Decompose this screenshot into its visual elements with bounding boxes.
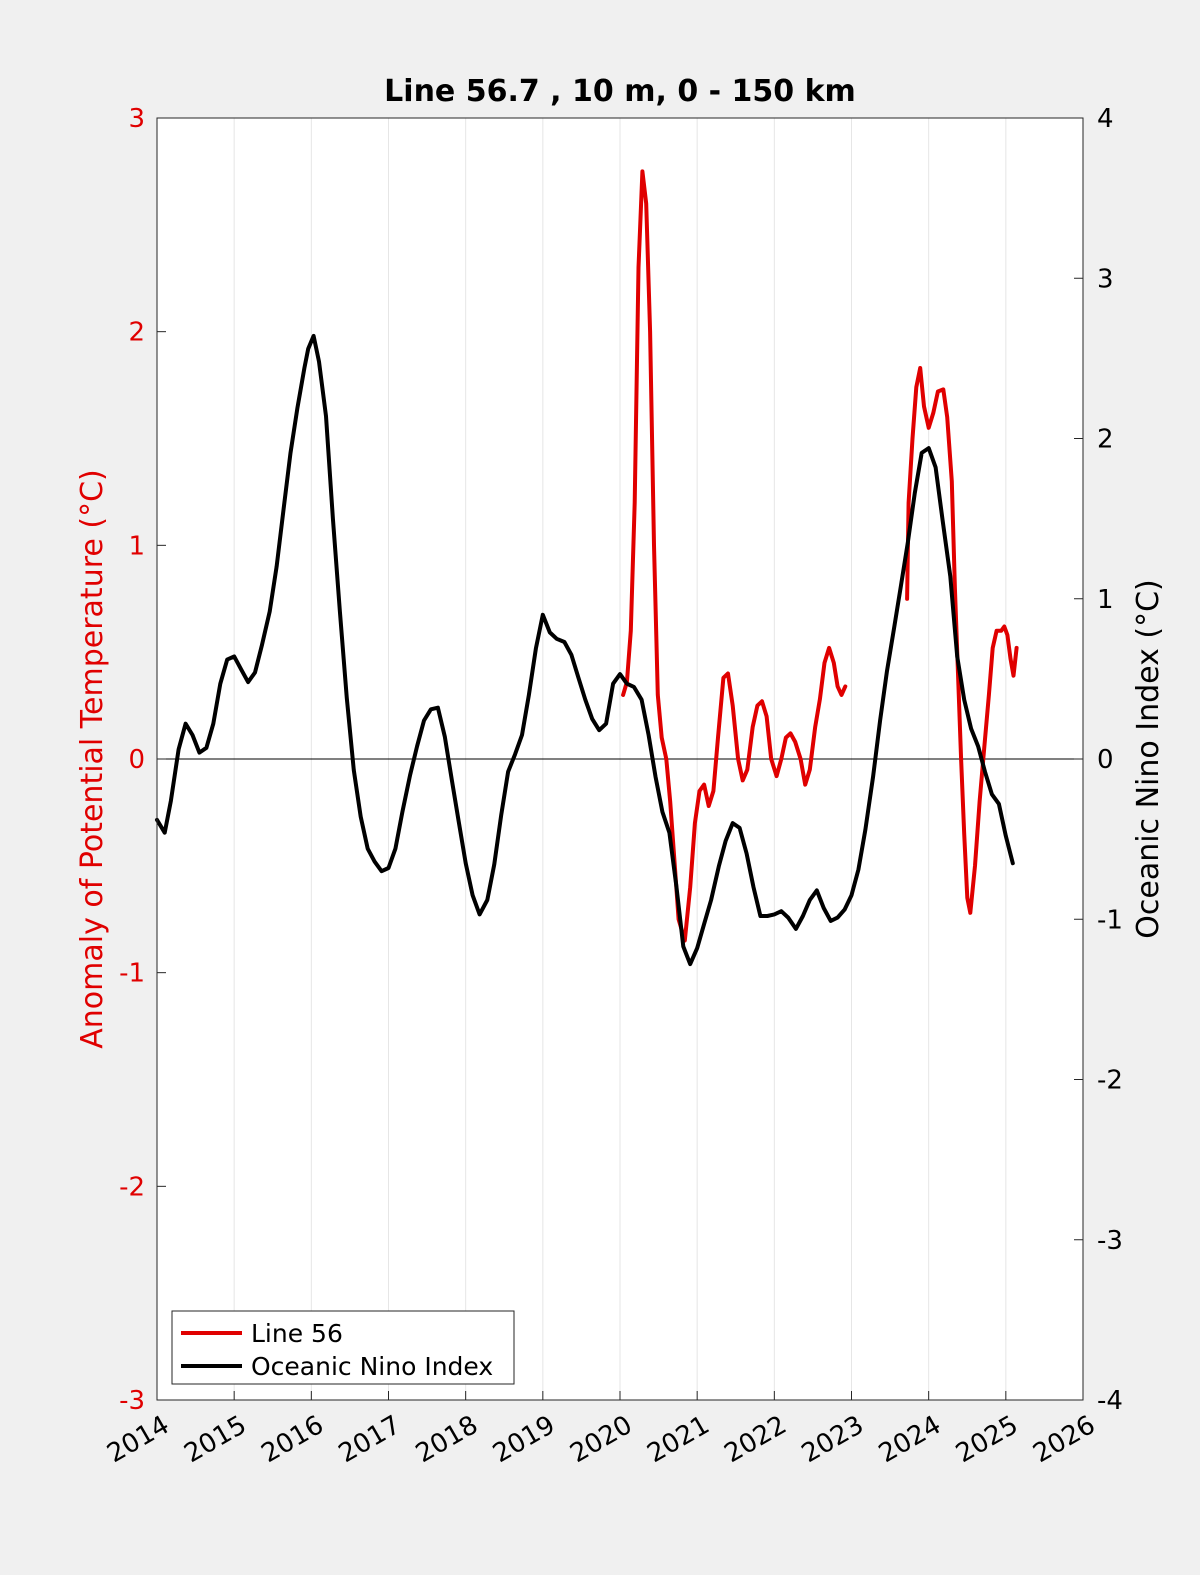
y-left-tick-label: -3 [119,1386,145,1416]
y-right-tick-label: -2 [1097,1066,1123,1096]
legend: Line 56 Oceanic Nino Index [171,1310,515,1385]
line56-series-line [905,366,1019,915]
line56-series-line [621,169,848,943]
y-right-tick-label: 1 [1097,585,1114,615]
y-right-tick-label: 0 [1097,745,1114,775]
series [155,169,1019,967]
y-left-tick-label: -1 [119,959,145,989]
y-left-tick-label: 2 [128,318,145,348]
legend-line56-label: Line 56 [251,1319,343,1348]
y-left-tick-label: -2 [119,1172,145,1202]
y-left-tick-label: 1 [128,531,145,561]
y-left-tick-label: 0 [128,745,145,775]
y-right-tick-label: -4 [1097,1386,1123,1416]
y-right-tick-label: 2 [1097,425,1114,455]
y-left-tick-label: 3 [128,104,145,134]
oni-series-line [155,333,1015,967]
y-axis-label-left: Anomaly of Potential Temperature (°C) [75,469,110,1048]
y-right-tick-label: -1 [1097,905,1123,935]
chart-title: Line 56.7 , 10 m, 0 - 150 km [384,74,856,109]
y-right-tick-label: 3 [1097,264,1114,294]
legend-box [171,1310,515,1385]
y-right-tick-label: -3 [1097,1226,1123,1256]
legend-oni-label: Oceanic Nino Index [251,1352,493,1381]
y-axis-label-right: Oceanic Nino Index (°C) [1131,579,1166,939]
y-right-tick-label: 4 [1097,104,1114,134]
